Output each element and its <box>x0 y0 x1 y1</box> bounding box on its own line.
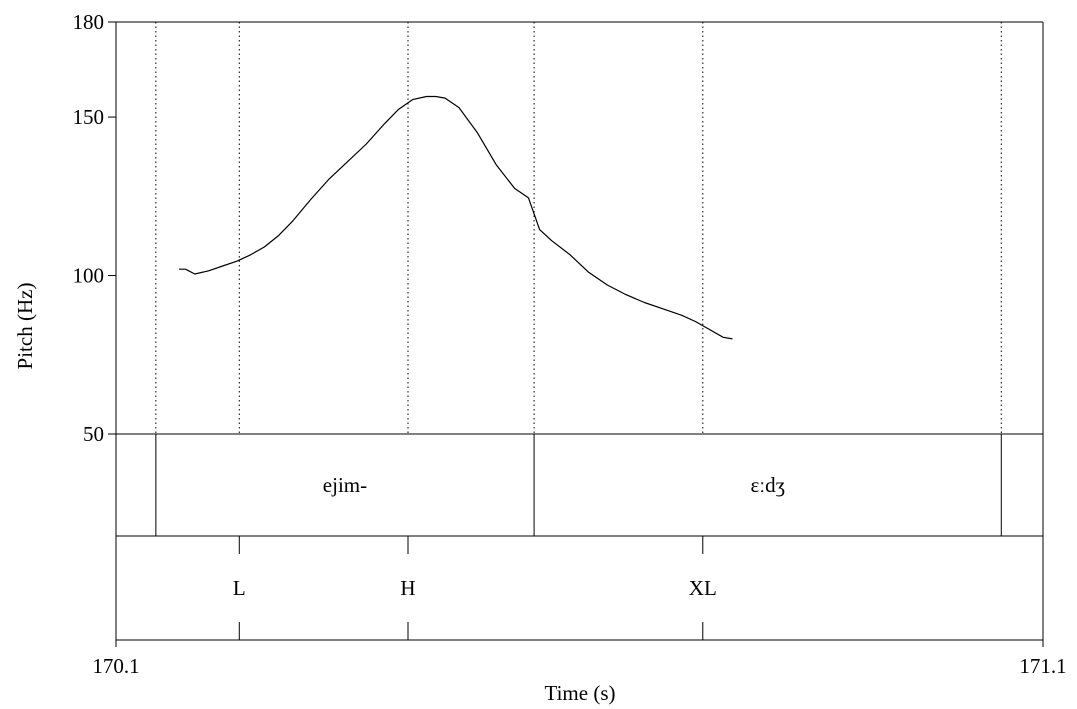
plot-layer: 50 100 150 180 170.1 171.1 ejim-ɛːdʒ L H XL <box>73 10 1067 678</box>
pitch-contour-line <box>179 95 733 340</box>
point-label: L <box>233 576 246 600</box>
y-tick-label: 100 <box>73 264 105 288</box>
x-tick-label: 170.1 <box>92 654 139 678</box>
y-axis-title: Pitch (Hz) <box>13 283 37 370</box>
interval-label: ejim- <box>323 473 367 497</box>
point-label: H <box>400 576 415 600</box>
point-label: XL <box>689 576 717 600</box>
x-tick-label: 171.1 <box>1019 654 1066 678</box>
y-tick-label: 150 <box>73 105 105 129</box>
y-tick-label: 180 <box>73 10 105 34</box>
interval-label: ɛːdʒ <box>750 473 784 497</box>
x-axis-title: Time (s) <box>545 681 616 705</box>
y-tick-label: 50 <box>83 422 104 446</box>
